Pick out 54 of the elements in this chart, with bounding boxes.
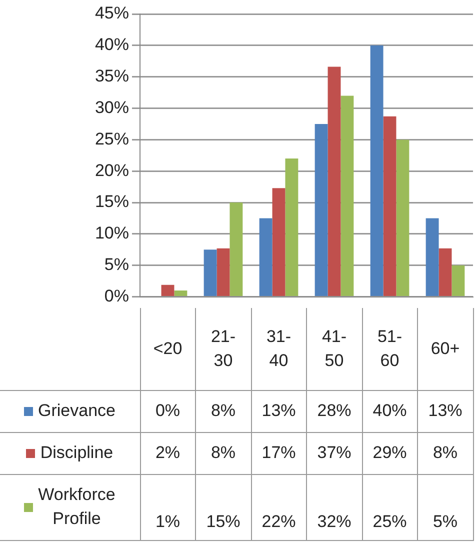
y-tick-label: 35% [94,66,129,86]
x-tick-label: 60+ [418,308,473,390]
bar [383,116,396,296]
data-label: 25% [362,474,418,540]
data-label: 1% [140,474,196,540]
bar [314,124,328,296]
legend-label: Discipline [40,442,114,464]
bar [161,284,174,296]
bar [438,248,452,296]
bar [370,45,384,296]
data-label: 37% [306,432,362,474]
y-tick-label: 25% [94,129,129,148]
bar [426,218,439,296]
data-label: 32% [306,474,362,540]
bar [174,290,188,296]
data-label: 22% [251,474,306,540]
bar [396,140,410,296]
x-tick-label: 21- 30 [196,308,251,390]
bar [272,188,286,296]
data-label: 17% [251,432,306,474]
y-tick-label: 45% [94,4,129,23]
y-tick-label: 15% [94,192,129,212]
bar [340,96,354,296]
data-label: 8% [196,432,251,474]
legend-label: Workforce Profile [38,484,116,530]
bar [328,66,341,296]
y-tick-label: 10% [94,224,129,243]
data-label: 28% [306,390,362,432]
bar [259,218,272,296]
y-tick-label: 5% [104,255,129,274]
bar [285,158,298,296]
y-tick-label: 20% [94,160,129,180]
bar [204,250,217,296]
x-tick-label: <20 [140,308,196,390]
data-label: 0% [140,390,196,432]
data-label: 2% [140,432,196,474]
data-label: 15% [196,474,251,540]
bar [230,202,243,296]
x-tick-label: 51- 60 [362,308,418,390]
data-label: 13% [418,390,473,432]
x-tick-label: 31- 40 [251,308,306,390]
data-label: 13% [251,390,306,432]
bar [216,248,230,296]
data-label: 40% [362,390,418,432]
data-label: 8% [196,390,251,432]
y-tick-label: 40% [94,35,129,54]
x-tick-label: 41- 50 [306,308,362,390]
data-label: 5% [418,474,473,540]
y-tick-label: 30% [94,98,129,117]
data-label: 8% [418,432,473,474]
legend-label: Grievance [38,400,116,422]
bar [452,265,465,296]
y-tick-label: 0% [104,286,129,306]
data-label: 29% [362,432,418,474]
